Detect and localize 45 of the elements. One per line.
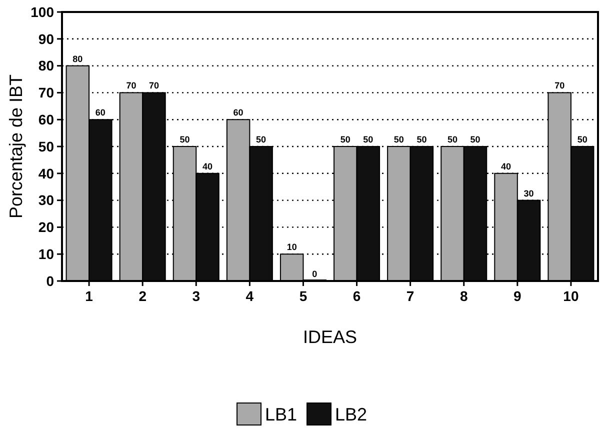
x-tick-label: 6 <box>352 288 361 304</box>
x-tick-label: 5 <box>299 288 308 304</box>
y-tick-label: 10 <box>38 246 54 262</box>
data-label: 50 <box>447 134 458 144</box>
data-label: 50 <box>340 134 350 144</box>
x-tick-label: 10 <box>563 288 579 304</box>
data-label: 70 <box>148 80 159 91</box>
y-tick-label: 20 <box>38 219 54 236</box>
data-label: 60 <box>95 108 106 118</box>
data-label: 10 <box>286 242 297 252</box>
data-label: 40 <box>202 161 213 172</box>
x-tick-label: 9 <box>514 288 522 304</box>
y-tick-label: 60 <box>38 112 54 128</box>
data-label: 60 <box>233 108 244 118</box>
data-label: 0 <box>312 269 318 279</box>
y-tick-label: 90 <box>38 30 54 47</box>
y-tick-label: 50 <box>38 138 54 154</box>
y-tick-label: 80 <box>38 58 54 74</box>
y-tick-label: 100 <box>30 4 54 20</box>
y-tick-label: 30 <box>38 192 54 208</box>
y-tick-label: 70 <box>38 84 54 101</box>
data-label: 50 <box>256 134 266 144</box>
x-tick-label: 1 <box>85 288 94 304</box>
data-label: 50 <box>577 134 588 144</box>
y-tick-label: 0 <box>46 272 54 289</box>
data-label: 50 <box>470 134 480 144</box>
data-label: 50 <box>180 134 190 144</box>
y-tick-label: 40 <box>38 165 54 182</box>
y-axis-title: Porcentaje de IBT <box>6 74 26 219</box>
data-label: 50 <box>416 134 427 144</box>
x-tick-label: 3 <box>192 288 200 304</box>
data-label: 50 <box>394 134 404 144</box>
data-label: 40 <box>501 161 512 172</box>
x-axis-title: IDEAS <box>302 327 358 347</box>
x-tick-label: 8 <box>460 288 468 304</box>
legend-label: LB2 <box>335 404 368 424</box>
data-label: 30 <box>524 188 534 198</box>
x-tick-label: 4 <box>246 288 254 304</box>
data-label: 80 <box>72 54 83 64</box>
legend-label: LB1 <box>265 404 298 424</box>
x-tick-label: 2 <box>138 288 147 304</box>
data-label: 70 <box>126 80 136 91</box>
x-tick-label: 7 <box>406 288 414 304</box>
data-label: 70 <box>554 80 565 91</box>
data-label: 50 <box>363 134 374 144</box>
